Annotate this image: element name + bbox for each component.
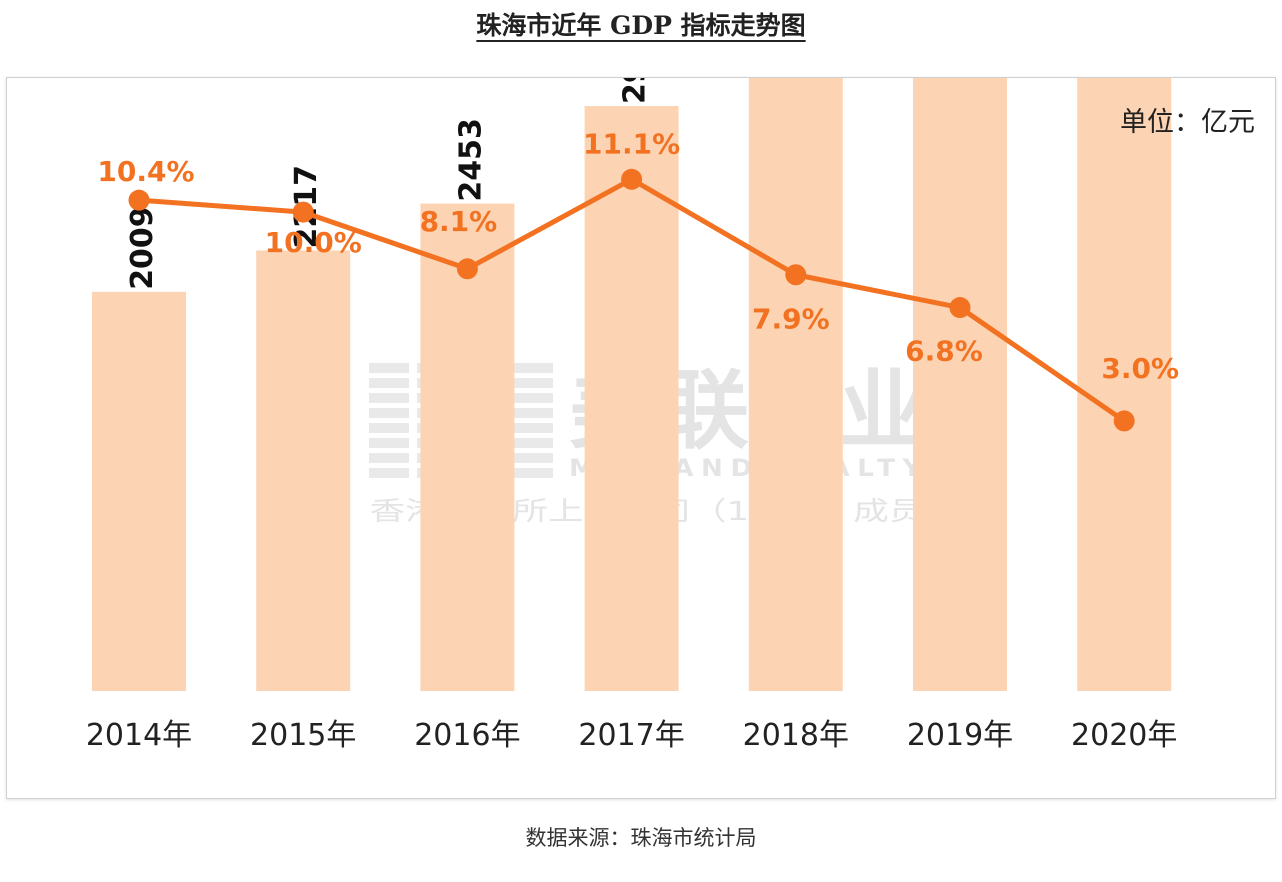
growth-point-6 — [1113, 410, 1135, 432]
page-title: 珠海市近年 GDP 指标走势图 — [476, 11, 806, 40]
x-axis-label-2: 2016年 — [414, 718, 520, 753]
bar-4 — [748, 78, 843, 691]
bar-1 — [256, 250, 351, 691]
growth-point-0 — [128, 189, 150, 211]
x-axis-label-1: 2015年 — [250, 718, 356, 753]
growth-label-1: 10.0% — [265, 226, 362, 259]
growth-point-4 — [785, 264, 807, 286]
x-axis-labels: 2014年 2015年 2016年 2017年 2018年 2019年 2020年 — [86, 718, 1178, 753]
chart-frame: 美联物业 MIDLAND REALTY 香港联交所上市公司（1200）成员 20… — [6, 77, 1276, 799]
growth-point-2 — [456, 258, 478, 280]
bar-value-label-2: 2453 — [453, 118, 488, 202]
bar-0 — [92, 291, 186, 691]
points-layer — [128, 168, 1135, 432]
bar-2 — [420, 203, 515, 691]
growth-point-1 — [292, 201, 314, 223]
bar-value-label-3: 2944 — [618, 78, 653, 104]
unit-label: 单位：亿元 — [1120, 107, 1255, 138]
x-axis-label-6: 2020年 — [1071, 718, 1177, 753]
bars-layer — [92, 78, 1172, 692]
growth-point-5 — [949, 297, 971, 319]
bar-3 — [584, 106, 679, 691]
growth-label-0: 10.4% — [97, 155, 194, 188]
bar-value-label-0: 2009 — [125, 206, 160, 290]
x-axis-label-5: 2019年 — [907, 718, 1013, 753]
growth-label-2: 8.1% — [420, 205, 498, 238]
chart: 美联物业 MIDLAND REALTY 香港联交所上市公司（1200）成员 20… — [86, 78, 1255, 753]
line-labels-layer: 10.4% 10.0% 8.1% 11.1% 7.9% 6.8% 3.0% — [97, 127, 1179, 385]
source-note: 数据来源：珠海市统计局 — [525, 826, 757, 850]
growth-label-4: 7.9% — [752, 303, 830, 336]
bar-6 — [1077, 78, 1172, 692]
growth-label-6: 3.0% — [1101, 352, 1179, 385]
growth-label-3: 11.1% — [583, 127, 680, 160]
x-axis-label-0: 2014年 — [86, 718, 192, 753]
growth-label-5: 6.8% — [905, 335, 983, 368]
bar-5 — [913, 78, 1007, 692]
growth-point-3 — [621, 168, 643, 190]
x-axis-label-4: 2018年 — [743, 718, 849, 753]
x-axis-label-3: 2017年 — [578, 718, 684, 753]
